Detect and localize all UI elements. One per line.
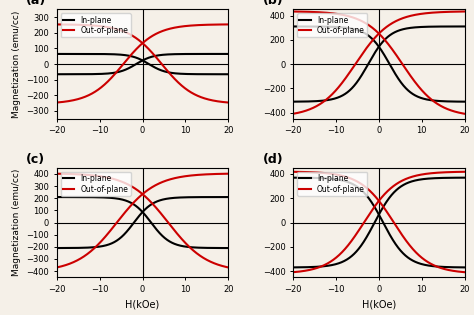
Out-of-plane: [54, 100, 60, 104]
X-axis label: H(kOe): H(kOe): [126, 299, 160, 309]
Legend: In-plane, Out-of-plane: In-plane, Out-of-plane: [61, 13, 131, 37]
In-plane: [408, 26, 414, 30]
X-axis label: H(kOe): H(kOe): [362, 299, 396, 309]
Out-of-plane: [188, 24, 193, 27]
Out-of-plane: [424, 172, 429, 176]
Out-of-plane: [129, 52, 135, 55]
Out-of-plane: [291, 270, 296, 274]
Out-of-plane: [366, 213, 372, 217]
Y-axis label: Magnetization (emu/cc): Magnetization (emu/cc): [12, 10, 21, 118]
Out-of-plane: [360, 52, 365, 55]
Line: In-plane: In-plane: [57, 197, 228, 248]
Out-of-plane: [366, 43, 372, 47]
In-plane: [72, 246, 77, 250]
In-plane: [462, 176, 467, 180]
In-plane: [54, 246, 60, 250]
Text: (d): (d): [263, 153, 283, 166]
Out-of-plane: [172, 26, 177, 30]
Out-of-plane: [225, 23, 231, 26]
In-plane: [427, 25, 433, 29]
Out-of-plane: [72, 98, 77, 102]
Out-of-plane: [123, 59, 129, 62]
Line: Out-of-plane: Out-of-plane: [293, 172, 465, 272]
Text: (b): (b): [263, 0, 283, 7]
Line: In-plane: In-plane: [57, 54, 228, 74]
Legend: In-plane, Out-of-plane: In-plane, Out-of-plane: [297, 172, 367, 196]
Out-of-plane: [360, 223, 365, 226]
In-plane: [291, 100, 296, 104]
Line: In-plane: In-plane: [293, 26, 465, 102]
Legend: In-plane, Out-of-plane: In-plane, Out-of-plane: [61, 172, 131, 196]
Line: In-plane: In-plane: [293, 178, 465, 267]
In-plane: [360, 242, 365, 245]
In-plane: [408, 180, 414, 184]
In-plane: [225, 195, 231, 199]
In-plane: [360, 72, 365, 76]
Out-of-plane: [225, 172, 231, 175]
In-plane: [291, 266, 296, 269]
Legend: In-plane, Out-of-plane: In-plane, Out-of-plane: [297, 13, 367, 37]
In-plane: [308, 100, 314, 103]
In-plane: [225, 52, 231, 56]
In-plane: [366, 232, 372, 235]
Out-of-plane: [72, 260, 77, 264]
Out-of-plane: [424, 11, 429, 15]
In-plane: [129, 64, 135, 68]
Y-axis label: Magnetization (emu/cc): Magnetization (emu/cc): [12, 169, 21, 276]
In-plane: [462, 25, 467, 28]
Out-of-plane: [188, 174, 193, 177]
In-plane: [123, 67, 129, 71]
Out-of-plane: [191, 173, 196, 177]
Text: (c): (c): [26, 153, 45, 166]
Out-of-plane: [191, 24, 196, 27]
In-plane: [366, 61, 372, 65]
In-plane: [172, 52, 177, 56]
Out-of-plane: [308, 107, 314, 111]
Out-of-plane: [462, 10, 467, 14]
Out-of-plane: [462, 170, 467, 174]
In-plane: [123, 230, 129, 234]
Line: Out-of-plane: Out-of-plane: [57, 174, 228, 267]
Line: Out-of-plane: Out-of-plane: [57, 25, 228, 102]
Out-of-plane: [408, 14, 414, 18]
Out-of-plane: [408, 175, 414, 179]
In-plane: [188, 195, 193, 199]
Out-of-plane: [123, 209, 129, 213]
In-plane: [308, 265, 314, 269]
Out-of-plane: [54, 266, 60, 269]
In-plane: [54, 72, 60, 76]
In-plane: [191, 195, 196, 199]
Out-of-plane: [427, 171, 433, 175]
Line: Out-of-plane: Out-of-plane: [293, 12, 465, 114]
Out-of-plane: [172, 176, 177, 180]
Out-of-plane: [129, 202, 135, 206]
In-plane: [191, 52, 196, 56]
In-plane: [129, 223, 135, 226]
Out-of-plane: [308, 268, 314, 272]
In-plane: [424, 25, 429, 29]
In-plane: [427, 177, 433, 180]
Text: (a): (a): [26, 0, 46, 7]
In-plane: [424, 177, 429, 180]
In-plane: [72, 72, 77, 76]
Out-of-plane: [291, 112, 296, 116]
Out-of-plane: [427, 11, 433, 15]
In-plane: [172, 196, 177, 200]
In-plane: [188, 52, 193, 56]
